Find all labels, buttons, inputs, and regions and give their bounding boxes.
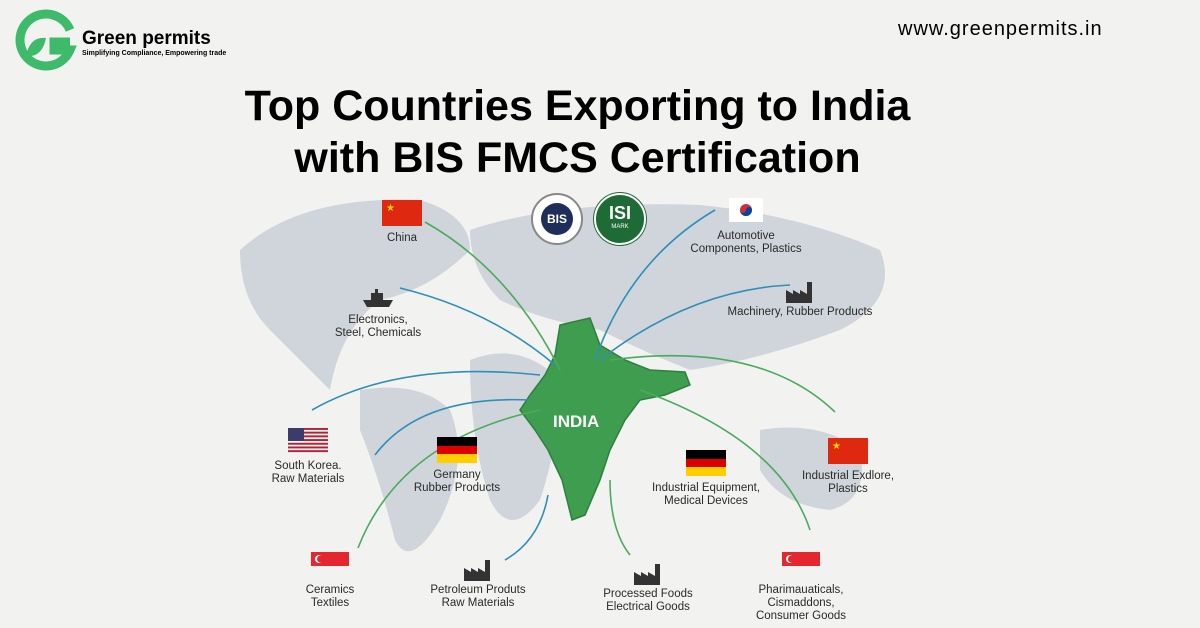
factory-icon <box>785 280 815 309</box>
label-line: Electronics, <box>348 314 408 326</box>
page-title-line1: Top Countries Exporting to India <box>244 82 911 130</box>
destination-label: Electronics, Steel, Chemicals <box>335 314 421 340</box>
label-line: Electrical Goods <box>606 601 690 613</box>
website-link[interactable]: www.greenpermits.in <box>898 18 1103 40</box>
germany-flag-icon <box>437 437 477 468</box>
ship-icon <box>361 288 395 313</box>
label-line: Processed Foods <box>603 588 693 600</box>
china-flag-icon: ★ <box>382 200 422 231</box>
brand-name: Green permits <box>82 28 211 49</box>
bis-badge: BIS <box>531 193 583 245</box>
page-title-line2: with BIS FMCS Certification <box>294 134 861 182</box>
label-line: Raw Materials <box>441 597 515 609</box>
green-permits-logo <box>15 9 77 71</box>
destination-label: Ceramics Textiles <box>306 584 355 610</box>
label-line: Rubber Products <box>413 482 501 494</box>
svg-text:★: ★ <box>832 441 841 452</box>
singapore-flag-icon <box>311 552 349 571</box>
factory-icon <box>633 562 663 591</box>
label-line: Machinery, Rubber Products <box>727 306 873 318</box>
label-line: Petroleum Produts <box>430 584 526 596</box>
label-line: China <box>386 232 418 244</box>
destination-label: Germany Rubber Products <box>414 469 500 495</box>
label-line: Industrial Exdlore, <box>801 470 895 482</box>
destination-label: Processed Foods Electrical Goods <box>603 588 693 614</box>
label-line: Medical Devices <box>664 495 748 507</box>
label-line: Plastics <box>828 483 868 495</box>
label-line: Components, Plastics <box>690 243 802 255</box>
destination-label: Pharimauaticals, Cismaddons, Consumer Good… <box>756 584 846 623</box>
india-shape <box>519 317 691 522</box>
label-line: Ceramics <box>305 584 355 596</box>
south-korea-flag-icon <box>729 198 763 227</box>
singapore-flag-icon <box>782 552 820 571</box>
label-line: South Korea. <box>274 460 342 472</box>
label-line: Automotive <box>717 230 775 242</box>
destination-label: Machinery, Rubber Products <box>728 306 873 319</box>
factory-icon <box>463 558 493 587</box>
svg-text:★: ★ <box>386 203 395 214</box>
label-line: Industrial Equipment, <box>651 482 761 494</box>
destination-label: Automotive Components, Plastics <box>690 230 801 256</box>
label-line: Steel, Chemicals <box>334 327 422 339</box>
label-line: Cismaddons, <box>767 597 835 609</box>
destination-label: Industrial Equipment, Medical Devices <box>652 482 760 508</box>
label-line: Germany <box>433 469 481 481</box>
india-label: INDIA <box>553 412 600 431</box>
germany-flag-icon <box>686 450 726 481</box>
label-line: Textiles <box>310 597 350 609</box>
isi-mark-badge: ISI MARK <box>594 193 646 245</box>
destination-label: China <box>387 232 417 245</box>
destination-label: Industrial Exdlore, Plastics <box>802 470 894 496</box>
label-line: Raw Materials <box>271 473 345 485</box>
label-line: Pharimauaticals, <box>758 584 844 596</box>
china-flag-icon: ★ <box>828 438 868 469</box>
label-line: Consumer Goods <box>755 610 847 622</box>
usa-flag-icon <box>288 428 328 459</box>
destination-label: South Korea. Raw Materials <box>272 460 345 486</box>
destination-label: Petroleum Produts Raw Materials <box>430 584 525 610</box>
brand-tagline: Simplifying Compliance, Empowering trade <box>82 50 227 57</box>
